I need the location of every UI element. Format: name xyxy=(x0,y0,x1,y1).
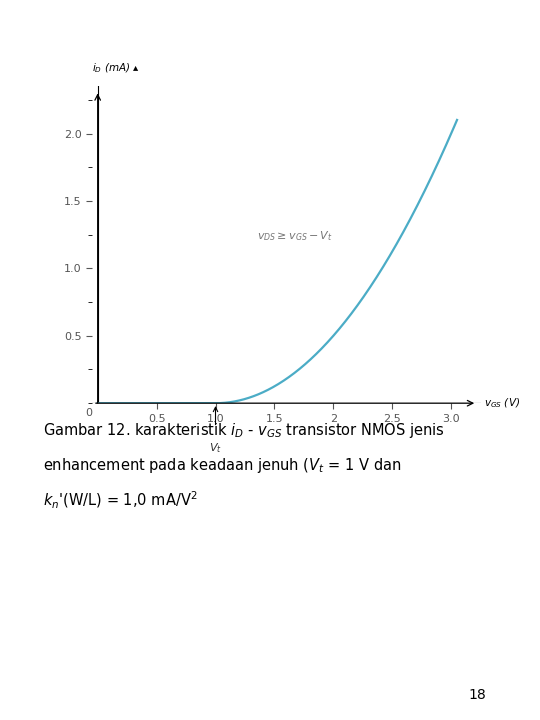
Text: $v_{DS} \geq v_{GS} - V_t$: $v_{DS} \geq v_{GS} - V_t$ xyxy=(256,229,333,243)
Text: enhancement pada keadaan jenuh ($V_t$ = 1 V dan: enhancement pada keadaan jenuh ($V_t$ = … xyxy=(43,456,402,474)
Text: 18: 18 xyxy=(468,688,486,702)
Text: $V_t$: $V_t$ xyxy=(209,441,222,455)
Text: $k_n$'(W/L) = 1,0 mA/V$^2$: $k_n$'(W/L) = 1,0 mA/V$^2$ xyxy=(43,490,198,511)
Text: Gambar 12. karakteristik $i_D$ - $v_{GS}$ transistor NMOS jenis: Gambar 12. karakteristik $i_D$ - $v_{GS}… xyxy=(43,421,445,440)
Text: $i_D$ (mA) $\blacktriangle$: $i_D$ (mA) $\blacktriangle$ xyxy=(92,62,140,76)
Text: $v_{GS}$ (V): $v_{GS}$ (V) xyxy=(484,397,521,410)
Text: 0: 0 xyxy=(85,408,92,418)
